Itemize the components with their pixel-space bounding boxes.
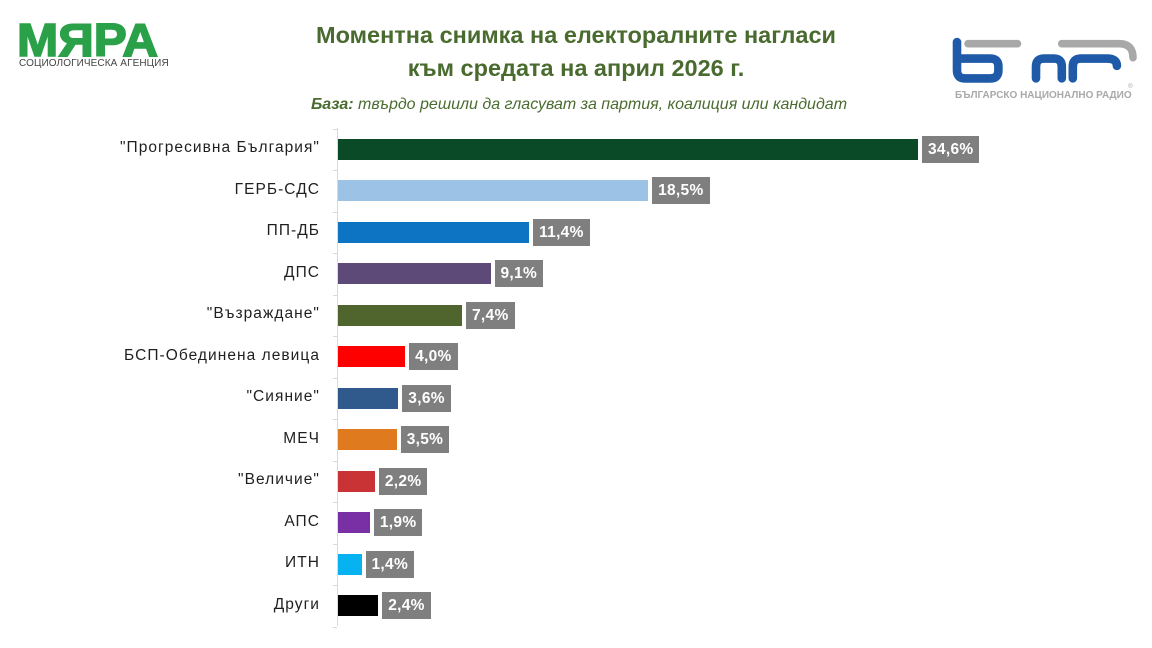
- svg-text:®: ®: [1128, 82, 1133, 90]
- svg-text:БЪЛГАРСКО НАЦИОНАЛНО РАДИО: БЪЛГАРСКО НАЦИОНАЛНО РАДИО: [955, 90, 1132, 101]
